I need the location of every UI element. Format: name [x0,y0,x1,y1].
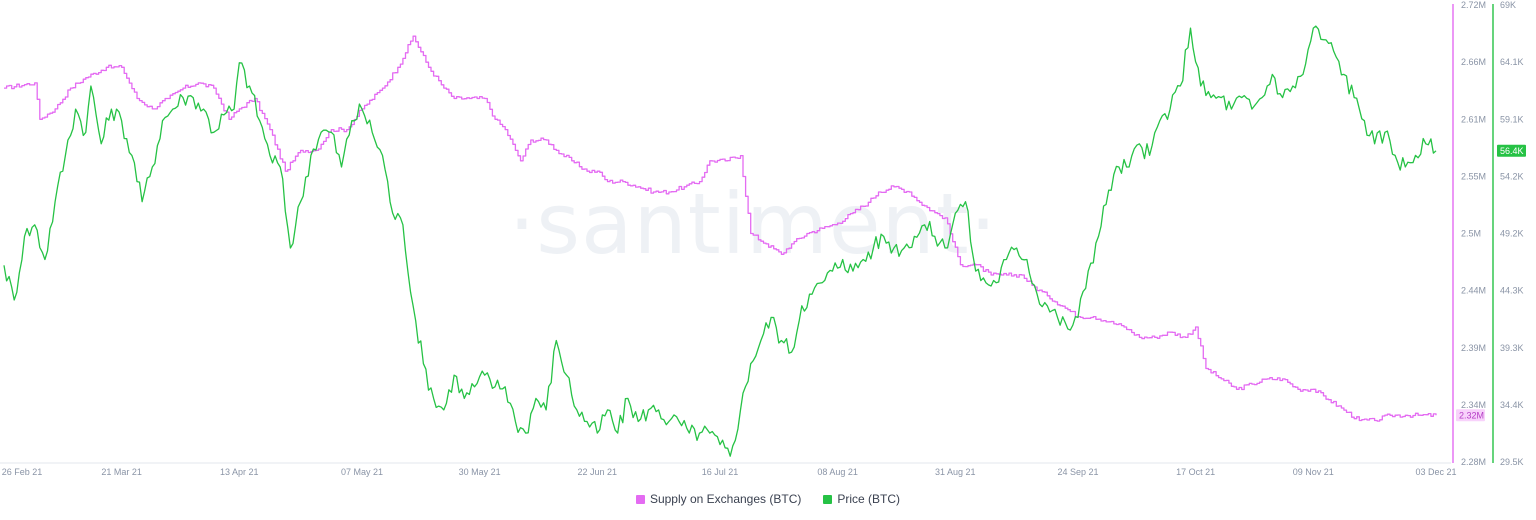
price-axis-tick-label: 54.2K [1500,171,1524,181]
x-tick-label: 07 May 21 [341,467,383,477]
x-tick-label: 16 Jul 21 [702,467,739,477]
price-swatch-icon [823,494,833,504]
x-tick-label: 31 Aug 21 [935,467,976,477]
price-axis-tick-label: 44.3K [1500,286,1524,296]
price-series-line [3,25,1437,457]
x-tick-label: 09 Nov 21 [1293,467,1334,477]
legend-item-price[interactable]: Price (BTC) [823,492,900,506]
price-axis-tick-label: 59.1K [1500,114,1524,124]
price-axis-tick-label: 39.3K [1500,343,1524,353]
supply-axis-tick-label: 2.72M [1461,0,1486,10]
price-axis-tick-label: 49.2K [1500,229,1524,239]
supply-swatch-icon [635,494,645,504]
price-axis-tick-label: 29.5K [1500,457,1524,467]
x-tick-label: 13 Apr 21 [220,467,259,477]
x-tick-label: 30 May 21 [459,467,501,477]
x-tick-label: 26 Feb 21 [2,467,43,477]
supply-axis-tick-label: 2.55M [1461,171,1486,181]
supply-axis-tick-label: 2.28M [1461,457,1486,467]
supply-axis-tick-label: 2.5M [1461,229,1481,239]
santiment-watermark: ·santiment· [509,175,998,273]
supply-series-line [4,35,1437,422]
legend-item-supply[interactable]: Supply on Exchanges (BTC) [635,492,802,506]
supply-last-value-badge [1456,409,1485,422]
x-tick-label: 24 Sep 21 [1057,467,1098,477]
x-tick-label: 03 Dec 21 [1415,467,1456,477]
supply-axis-tick-label: 2.44M [1461,286,1486,296]
supply-axis-tick-label: 2.39M [1461,343,1486,353]
supply-axis-tick-label: 2.61M [1461,114,1486,124]
price-axis-tick-label: 69K [1500,0,1516,10]
legend-supply-label: Supply on Exchanges (BTC) [649,492,802,506]
price-axis-tick-label: 64.1K [1500,57,1524,67]
price-axis-tick-label: 34.4K [1500,400,1524,410]
x-tick-label: 21 Mar 21 [101,467,142,477]
x-tick-label: 22 Jun 21 [578,467,618,477]
legend: Supply on Exchanges (BTC) Price (BTC) [0,492,1536,506]
supply-last-value-label: 2.32M [1459,410,1484,420]
x-tick-label: 08 Aug 21 [817,467,858,477]
supply-axis-tick-label: 2.66M [1461,57,1486,67]
supply-axis-tick-label: 2.34M [1461,400,1486,410]
legend-price-label: Price (BTC) [837,492,901,506]
price-last-value-label: 56.4K [1500,146,1524,156]
price-last-value-badge [1497,144,1526,157]
x-tick-label: 17 Oct 21 [1176,467,1215,477]
